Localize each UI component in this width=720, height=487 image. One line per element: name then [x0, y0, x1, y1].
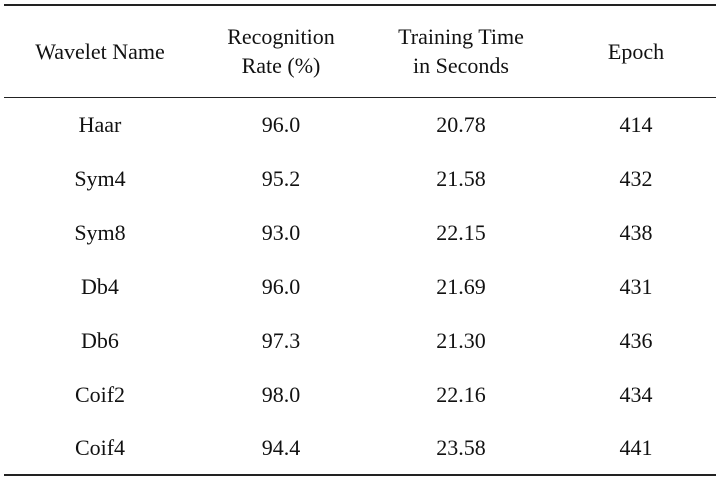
- table-cell: Db4: [81, 273, 119, 299]
- table-cell: 98.0: [261, 381, 301, 407]
- table-cell: Sym8: [74, 219, 126, 245]
- table-cell: 436: [619, 327, 653, 353]
- table-row: Sym8 93.0 22.15 438: [4, 205, 716, 259]
- table-cell: 21.30: [436, 327, 486, 353]
- table-cell: Haar: [78, 111, 122, 137]
- table-cell: 22.15: [436, 219, 486, 245]
- table-row: Sym4 95.2 21.58 432: [4, 151, 716, 205]
- table-cell: 23.58: [436, 435, 486, 460]
- table-cell: Coif2: [74, 381, 126, 407]
- table-row: Db6 97.3 21.30 436: [4, 313, 716, 367]
- table-header: Wavelet Name Recognition Rate (%) Traini…: [4, 5, 716, 97]
- table-cell: 96.0: [261, 273, 301, 299]
- table-cell: Sym4: [74, 165, 126, 191]
- header-cell: Training Time in Seconds: [398, 24, 524, 79]
- table-cell: 431: [619, 273, 653, 299]
- table-cell: Db6: [81, 327, 119, 353]
- table-cell: 20.78: [436, 111, 486, 137]
- table-row: Db4 96.0 21.69 431: [4, 259, 716, 313]
- table-row: Coif2 98.0 22.16 434: [4, 367, 716, 421]
- table-cell: 95.2: [261, 165, 301, 191]
- table-body: Haar 96.0 20.78 414 Sym4 95.2 21.58 432 Sym8 93.0…: [4, 97, 716, 475]
- table-cell: 96.0: [261, 111, 301, 137]
- table-row: Haar 96.0 20.78 414: [4, 97, 716, 151]
- table-row: Coif4 94.4 23.58 441: [4, 421, 716, 475]
- table-cell: 441: [619, 435, 653, 460]
- results-table: Wavelet Name Recognition Rate (%) Traini…: [4, 4, 716, 476]
- table-cell: 21.69: [436, 273, 486, 299]
- header-cell: Wavelet Name: [35, 38, 165, 64]
- header-row: Wavelet Name Recognition Rate (%) Traini…: [4, 5, 716, 97]
- table-cell: 438: [619, 219, 653, 245]
- table-cell: 434: [619, 381, 653, 407]
- table-cell: Coif4: [74, 435, 126, 460]
- table-cell: 21.58: [436, 165, 486, 191]
- header-cell: Epoch: [607, 38, 665, 64]
- table-cell: 97.3: [261, 327, 301, 353]
- header-cell: Recognition Rate (%): [227, 24, 335, 79]
- table-cell: 22.16: [436, 381, 486, 407]
- table-cell: 93.0: [261, 219, 301, 245]
- table-cell: 94.4: [261, 435, 301, 460]
- table-cell: 414: [619, 111, 653, 137]
- table-cell: 432: [619, 165, 653, 191]
